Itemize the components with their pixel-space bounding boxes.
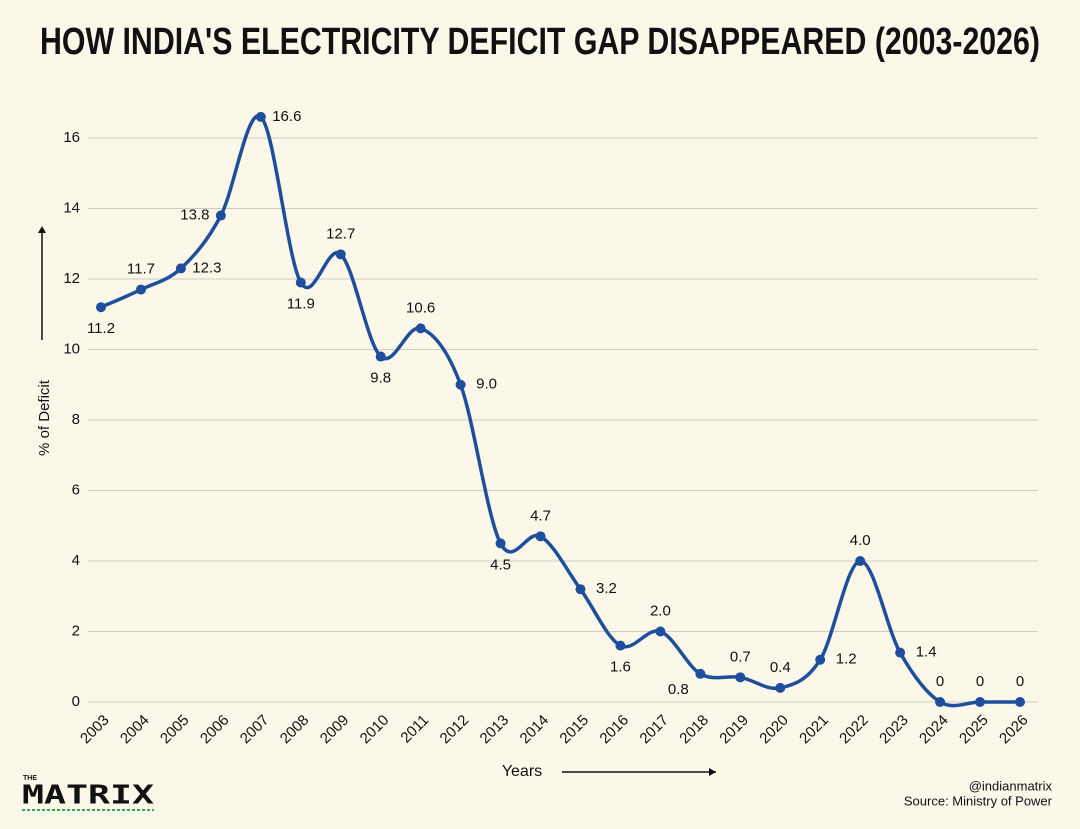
source: Source: Ministry of Power xyxy=(904,793,1053,808)
line xyxy=(100,114,1020,708)
point xyxy=(615,640,626,651)
point xyxy=(895,647,906,658)
x-tick-label: 2010 xyxy=(357,712,393,748)
x-tick-label: 2022 xyxy=(836,712,872,748)
x-tick-label: 2012 xyxy=(437,712,473,748)
data-label: 1.2 xyxy=(836,651,857,668)
data-label: 0.4 xyxy=(770,659,791,676)
x-tick-label: 2024 xyxy=(916,712,952,748)
point xyxy=(415,323,426,334)
y-tick-label: 6 xyxy=(72,481,80,498)
x-tick-label: 2003 xyxy=(77,712,113,748)
data-label: 4.5 xyxy=(490,556,511,573)
point xyxy=(815,654,826,665)
x-tick-label: 2018 xyxy=(676,712,712,748)
x-arrow-head xyxy=(709,768,716,776)
x-tick-label: 2025 xyxy=(956,712,992,748)
point xyxy=(855,556,866,566)
point xyxy=(775,682,786,693)
y-tick-label: 12 xyxy=(63,270,80,287)
point xyxy=(535,531,546,542)
point xyxy=(295,277,306,288)
logo: MATRIX xyxy=(22,781,154,811)
x-tick-label: 2004 xyxy=(117,712,153,748)
data-label: 13.8 xyxy=(180,207,209,224)
point xyxy=(455,379,466,390)
y-tick-label: 14 xyxy=(63,199,80,216)
y-tick-label: 10 xyxy=(63,340,80,357)
data-label: 11.7 xyxy=(127,261,155,278)
x-tick-label: 2020 xyxy=(756,712,792,748)
x-tick-label: 2009 xyxy=(317,712,353,748)
y-tick-label: 2 xyxy=(72,622,80,639)
data-label: 4.0 xyxy=(850,532,871,549)
point xyxy=(495,538,506,549)
point xyxy=(1015,697,1025,707)
x-tick-label: 2011 xyxy=(397,712,432,747)
data-label: 3.2 xyxy=(596,580,617,597)
logo-top: THE xyxy=(23,775,37,782)
y-tick-label: 8 xyxy=(72,411,80,428)
y-axis-label: % of Deficit xyxy=(36,379,53,456)
point xyxy=(375,351,386,362)
y-arrow-head xyxy=(38,226,46,233)
data-label: 10.6 xyxy=(406,299,435,316)
point xyxy=(735,672,746,683)
x-axis-label: Years xyxy=(502,763,542,780)
x-tick-label: 2008 xyxy=(277,712,313,748)
data-label: 0 xyxy=(936,673,944,690)
data-label: 0 xyxy=(1016,673,1024,690)
x-tick-label: 2019 xyxy=(716,712,752,748)
y-tick-label: 0 xyxy=(72,693,80,710)
x-tick-label: 2017 xyxy=(636,712,672,748)
x-tick-label: 2023 xyxy=(876,712,912,748)
data-label: 16.6 xyxy=(272,108,301,125)
x-tick-label: 2007 xyxy=(237,712,273,748)
point xyxy=(695,668,706,679)
x-tick-label: 2006 xyxy=(197,712,233,748)
x-tick-label: 2005 xyxy=(157,712,193,748)
chart-title: HOW INDIA'S ELECTRICITY DEFICIT GAP DISA… xyxy=(40,21,1040,63)
data-label: 12.7 xyxy=(326,225,355,242)
data-label: 11.2 xyxy=(87,320,115,337)
data-label: 1.6 xyxy=(610,659,631,676)
point xyxy=(175,263,186,274)
point xyxy=(215,210,226,221)
data-label: 0 xyxy=(976,673,984,690)
x-tick-label: 2015 xyxy=(556,712,592,748)
point xyxy=(655,626,666,637)
point xyxy=(335,249,346,260)
data-label: 12.3 xyxy=(192,259,221,276)
data-label: 9.0 xyxy=(476,376,497,393)
x-tick-label: 2026 xyxy=(996,712,1032,748)
x-tick-label: 2014 xyxy=(517,712,553,748)
y-tick-label: 4 xyxy=(72,552,80,569)
point xyxy=(96,302,106,313)
data-label: 11.9 xyxy=(287,295,315,312)
point xyxy=(255,111,266,122)
point xyxy=(935,697,946,707)
point xyxy=(575,584,586,595)
data-label: 2.0 xyxy=(650,602,671,619)
point xyxy=(135,284,146,295)
data-label: 0.8 xyxy=(668,681,689,698)
x-tick-label: 2021 xyxy=(796,712,832,748)
point xyxy=(975,697,986,707)
data-label: 0.7 xyxy=(730,648,751,665)
data-label: 4.7 xyxy=(530,507,551,524)
data-label: 1.4 xyxy=(916,644,937,661)
data-label: 9.8 xyxy=(370,370,391,387)
y-tick-label: 16 xyxy=(63,129,80,146)
x-tick-label: 2016 xyxy=(596,712,632,748)
x-tick-label: 2013 xyxy=(477,712,513,748)
handle: @indianmatrix xyxy=(969,778,1053,793)
